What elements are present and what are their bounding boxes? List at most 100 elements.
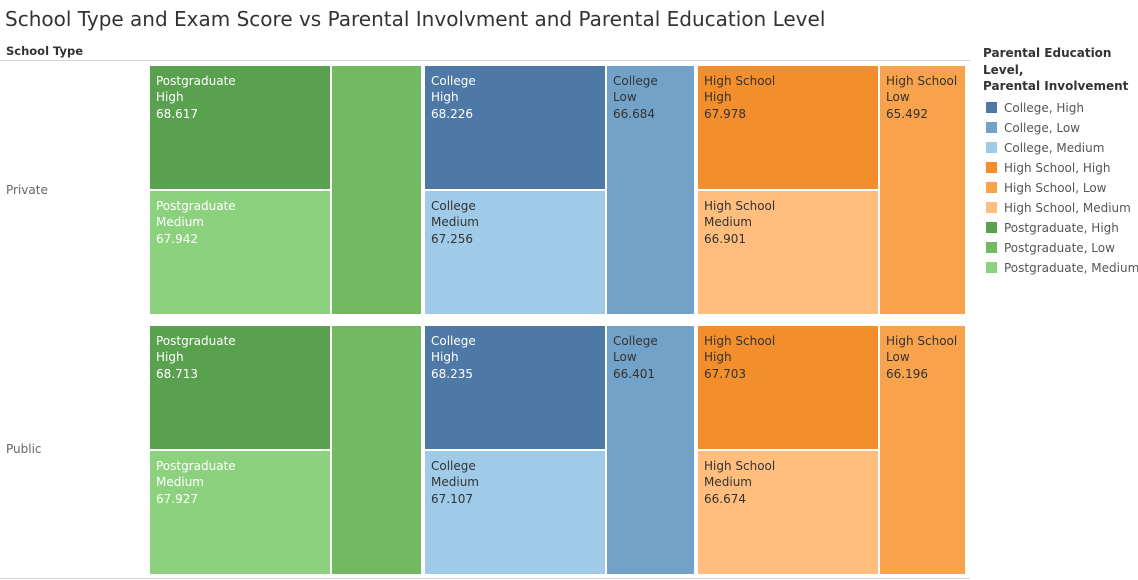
cell-education-label: College	[431, 459, 476, 473]
legend: Parental Education Level, Parental Invol…	[983, 45, 1138, 278]
cell-education-label: High School	[704, 74, 776, 88]
legend-item-label: High School, High	[1004, 160, 1111, 175]
cell-score-label: 67.107	[431, 491, 473, 506]
cell-public-postgraduate-low[interactable]	[331, 325, 422, 575]
cell-involvement-label: Medium	[704, 475, 752, 490]
legend-item-college-low[interactable]: College, Low	[983, 118, 1138, 138]
cell-involvement-label: High	[704, 350, 732, 365]
cell-education-label: High School	[704, 199, 776, 213]
cell-education-label: College	[613, 74, 658, 88]
legend-swatch	[986, 121, 997, 133]
bottom-divider	[0, 578, 970, 579]
cell-education-label: College	[613, 334, 658, 348]
legend-swatch	[986, 241, 997, 253]
cell-involvement-label: Medium	[431, 215, 479, 230]
cell-education-label: High School	[704, 459, 776, 473]
legend-item-label: College, Low	[1004, 120, 1081, 135]
cell-public-college-low[interactable]: College Low 66.401	[606, 325, 695, 575]
legend-item-label: Postgraduate, Medium	[1004, 260, 1138, 275]
legend-item-label: Postgraduate, Low	[1004, 240, 1115, 255]
legend-swatch	[986, 261, 997, 273]
cell-education-label: High School	[704, 334, 776, 348]
chart-title: School Type and Exam Score vs Parental I…	[5, 7, 826, 31]
legend-item-label: College, Medium	[1004, 140, 1105, 155]
legend-items: College, High College, Low College, Medium…	[983, 98, 1138, 278]
cell-public-high-school-low[interactable]: High School Low 66.196	[879, 325, 966, 575]
cell-private-postgraduate-low[interactable]	[331, 65, 422, 315]
cell-public-college-high[interactable]: College High 68.235	[424, 325, 606, 450]
treemap-private: Postgraduate High 68.617 Postgraduate Medium…	[149, 65, 966, 315]
cell-private-high-school-medium[interactable]: High School Medium 66.901	[697, 190, 879, 315]
cell-involvement-label: Medium	[156, 215, 204, 230]
legend-swatch	[986, 201, 997, 213]
cell-private-college-medium[interactable]: College Medium 67.256	[424, 190, 606, 315]
cell-education-label: Postgraduate	[156, 199, 236, 213]
legend-item-label: College, High	[1004, 100, 1084, 115]
legend-title-line-2: Parental Involvement	[983, 79, 1129, 93]
cell-private-postgraduate-high[interactable]: Postgraduate High 68.617	[149, 65, 331, 190]
cell-public-college-medium[interactable]: College Medium 67.107	[424, 450, 606, 575]
cell-score-label: 68.713	[156, 366, 198, 381]
cell-score-label: 66.674	[704, 491, 746, 506]
cell-score-label: 66.901	[704, 231, 746, 246]
cell-score-label: 68.235	[431, 366, 473, 381]
cell-education-label: High School	[886, 334, 958, 348]
cell-involvement-label: High	[156, 350, 184, 365]
legend-item-postgraduate-medium[interactable]: Postgraduate, Medium	[983, 258, 1138, 278]
cell-public-postgraduate-medium[interactable]: Postgraduate Medium 67.927	[149, 450, 331, 575]
cell-involvement-label: High	[704, 90, 732, 105]
legend-item-high-school-high[interactable]: High School, High	[983, 158, 1138, 178]
cell-private-high-school-low[interactable]: High School Low 65.492	[879, 65, 966, 315]
legend-title: Parental Education Level, Parental Invol…	[983, 45, 1138, 95]
cell-score-label: 66.401	[613, 366, 655, 381]
cell-public-high-school-medium[interactable]: High School Medium 66.674	[697, 450, 879, 575]
treemap-public: Postgraduate High 68.713 Postgraduate Medium…	[149, 325, 966, 575]
cell-involvement-label: Low	[613, 90, 637, 105]
cell-education-label: College	[431, 74, 476, 88]
row-header-school-type: School Type	[6, 44, 84, 58]
cell-involvement-label: Low	[613, 350, 637, 365]
row-label-private: Private	[6, 183, 48, 197]
cell-education-label: College	[431, 334, 476, 348]
legend-item-college-high[interactable]: College, High	[983, 98, 1138, 118]
cell-private-postgraduate-medium[interactable]: Postgraduate Medium 67.942	[149, 190, 331, 315]
cell-private-high-school-high[interactable]: High School High 67.978	[697, 65, 879, 190]
cell-score-label: 66.196	[886, 366, 928, 381]
cell-involvement-label: High	[156, 90, 184, 105]
cell-score-label: 66.684	[613, 106, 655, 121]
cell-involvement-label: Low	[886, 350, 910, 365]
cell-score-label: 67.942	[156, 231, 198, 246]
cell-involvement-label: Medium	[156, 475, 204, 490]
cell-education-label: College	[431, 199, 476, 213]
cell-score-label: 67.927	[156, 491, 198, 506]
legend-swatch	[986, 221, 997, 233]
cell-score-label: 65.492	[886, 106, 928, 121]
cell-public-postgraduate-high[interactable]: Postgraduate High 68.713	[149, 325, 331, 450]
cell-involvement-label: Medium	[704, 215, 752, 230]
legend-swatch	[986, 161, 997, 173]
legend-item-label: High School, Medium	[1004, 200, 1131, 215]
cell-private-college-high[interactable]: College High 68.226	[424, 65, 606, 190]
cell-education-label: Postgraduate	[156, 334, 236, 348]
cell-involvement-label: Low	[886, 90, 910, 105]
cell-involvement-label: High	[431, 90, 459, 105]
legend-swatch	[986, 101, 997, 113]
legend-swatch	[986, 181, 997, 193]
legend-swatch	[986, 141, 997, 153]
legend-item-label: Postgraduate, High	[1004, 220, 1119, 235]
legend-item-high-school-medium[interactable]: High School, Medium	[983, 198, 1138, 218]
legend-item-postgraduate-high[interactable]: Postgraduate, High	[983, 218, 1138, 238]
legend-item-college-medium[interactable]: College, Medium	[983, 138, 1138, 158]
cell-score-label: 67.703	[704, 366, 746, 381]
legend-item-label: High School, Low	[1004, 180, 1107, 195]
row-label-public: Public	[6, 442, 42, 456]
header-divider	[0, 60, 970, 61]
legend-title-line-1: Parental Education Level,	[983, 46, 1112, 77]
cell-score-label: 67.256	[431, 231, 473, 246]
cell-score-label: 68.617	[156, 106, 198, 121]
cell-public-high-school-high[interactable]: High School High 67.703	[697, 325, 879, 450]
legend-item-high-school-low[interactable]: High School, Low	[983, 178, 1138, 198]
legend-item-postgraduate-low[interactable]: Postgraduate, Low	[983, 238, 1138, 258]
cell-score-label: 67.978	[704, 106, 746, 121]
cell-private-college-low[interactable]: College Low 66.684	[606, 65, 695, 315]
